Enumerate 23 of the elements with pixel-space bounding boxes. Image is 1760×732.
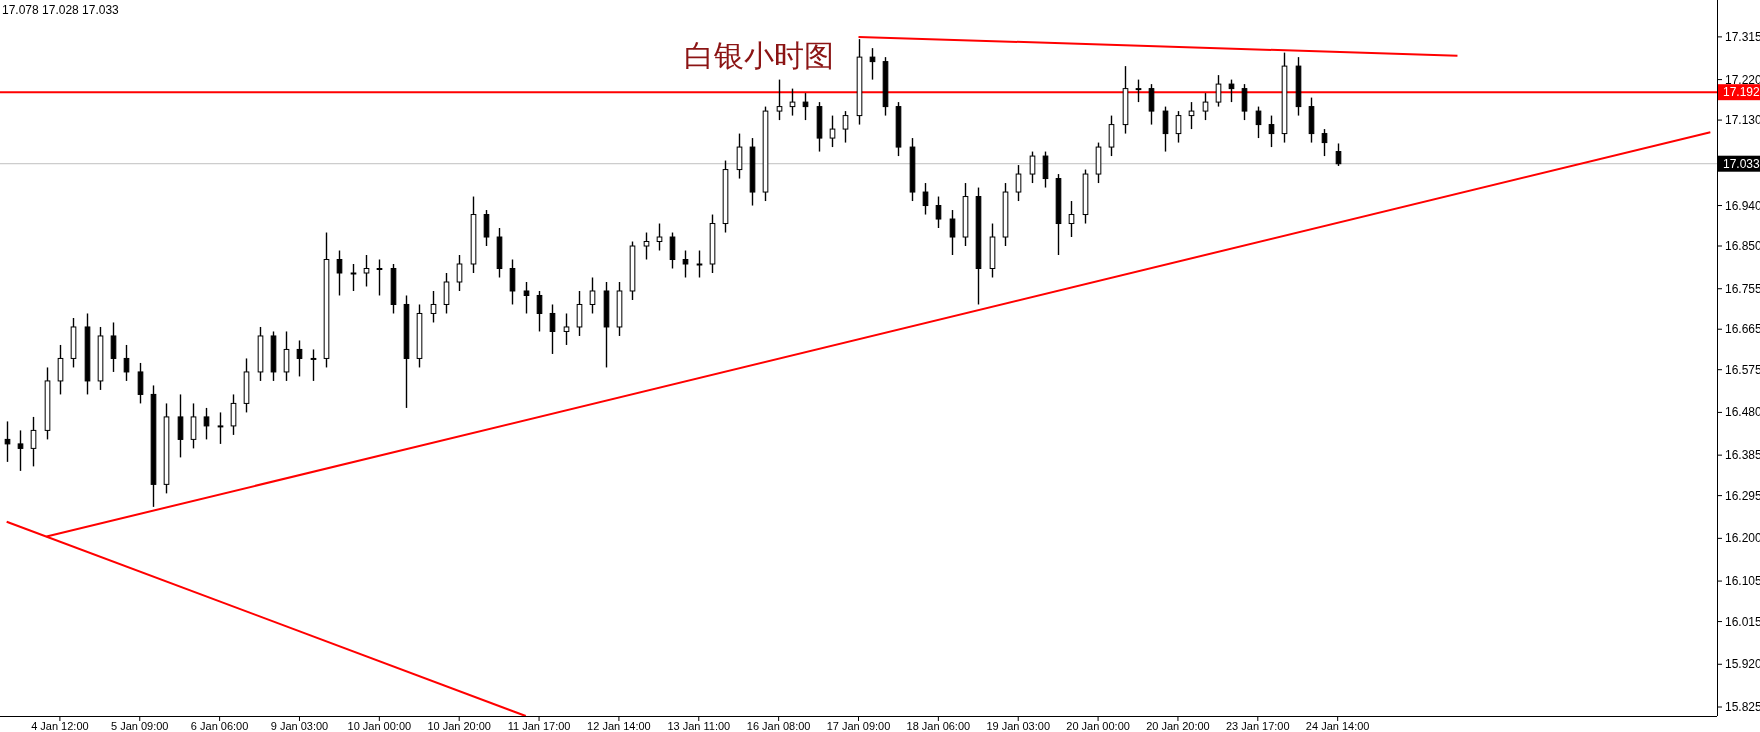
x-tick-label: 23 Jan 17:00 <box>1225 720 1290 732</box>
x-tick-label: 12 Jan 14:00 <box>587 720 651 732</box>
x-tick-label: 13 Jan 11:00 <box>667 720 731 732</box>
annotation: 17.078 17.028 17.033 <box>2 3 120 17</box>
ref-label: 17.192 <box>1718 84 1760 101</box>
ref-line-label: 17.033 <box>1723 156 1760 171</box>
x-tick-label: 11 Jan 17:00 <box>507 720 571 732</box>
x-tick-label: 24 Jan 14:00 <box>1305 720 1370 732</box>
x-tick-label: 16 Jan 08:00 <box>746 720 811 732</box>
x-tick-label: 18 Jan 06:00 <box>906 720 971 732</box>
ref-label: 17.033 <box>1718 155 1760 172</box>
x-tick-label: 9 Jan 03:00 <box>270 720 329 732</box>
x-tick-label: 20 Jan 00:00 <box>1066 720 1130 732</box>
x-tick-label: 17 Jan 09:00 <box>826 720 891 732</box>
x-tick-label: 5 Jan 09:00 <box>111 720 169 732</box>
x-tick-label: 10 Jan 20:00 <box>427 720 492 732</box>
x-tick-label: 6 Jan 06:00 <box>190 720 249 732</box>
x-tick-label: 10 Jan 00:00 <box>347 720 412 732</box>
ref-line-label: 17.192 <box>1723 85 1760 100</box>
text: 白银小时图 <box>684 38 834 73</box>
x-tick-label: 4 Jan 12:00 <box>31 720 89 732</box>
x-tick-label: 19 Jan 03:00 <box>986 720 1051 732</box>
x-tick-label: 20 Jan 20:00 <box>1146 720 1210 732</box>
